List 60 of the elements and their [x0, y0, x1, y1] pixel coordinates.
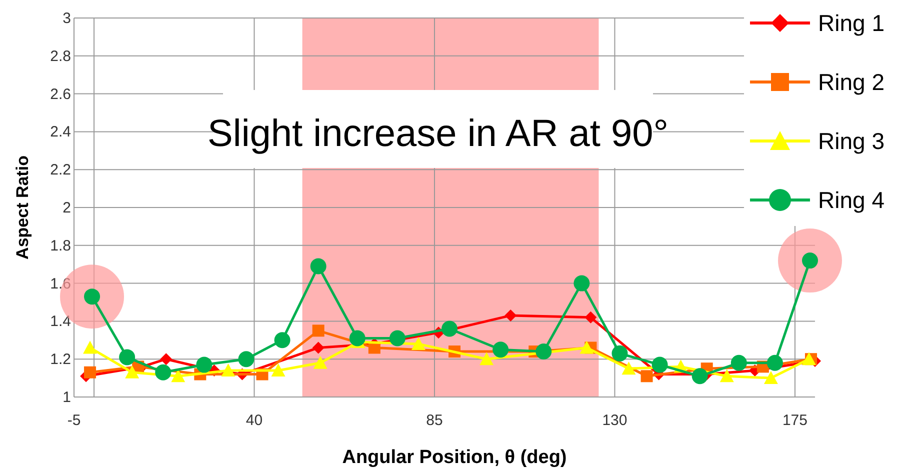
y-tick-label: 2.4 [50, 124, 71, 141]
y-tick-label: 2.6 [50, 86, 71, 103]
legend-label: Ring 1 [818, 10, 884, 36]
x-tick-label: 175 [782, 412, 808, 429]
y-tick-label: 2.8 [50, 48, 71, 65]
y-tick-label: 2 [62, 200, 71, 216]
y-tick-label: 1 [62, 389, 71, 406]
x-tick-label: 85 [426, 412, 443, 429]
point [574, 275, 590, 292]
point [196, 356, 212, 373]
point [389, 330, 406, 346]
legend-label: Ring 2 [818, 69, 884, 95]
y-tick-label: 3 [62, 10, 71, 27]
point [584, 311, 597, 324]
point [160, 353, 172, 366]
point [692, 368, 708, 384]
point [442, 320, 458, 337]
point [84, 366, 96, 378]
point [612, 345, 628, 362]
point [411, 336, 426, 350]
point [310, 258, 326, 274]
x-tick-label: -5 [67, 412, 81, 429]
point [119, 349, 136, 366]
point [274, 332, 290, 348]
point [720, 369, 734, 382]
y-axis-title: Aspect Ratio [13, 156, 32, 260]
y-tick-label: 1.2 [50, 351, 71, 368]
y-tick-label: 1.8 [50, 237, 71, 254]
point [238, 351, 254, 368]
point [125, 365, 140, 378]
point [312, 324, 324, 337]
point [580, 340, 594, 354]
point [766, 354, 783, 371]
x-axis-title: Angular Position, θ (deg) [342, 447, 567, 468]
point [349, 330, 366, 346]
point [83, 340, 98, 354]
point [652, 356, 668, 373]
point [221, 363, 236, 376]
point [171, 369, 186, 382]
point [312, 342, 324, 354]
y-tick-label: 1.4 [50, 313, 71, 330]
point [155, 364, 172, 380]
legend-label: Ring 3 [818, 128, 884, 154]
x-tick-label: 130 [602, 412, 628, 429]
point [622, 362, 636, 375]
point [492, 342, 509, 358]
point [802, 352, 816, 366]
x-tick-label: 40 [246, 412, 263, 429]
point [764, 371, 778, 384]
point [480, 352, 494, 366]
point [536, 344, 552, 360]
point [313, 356, 328, 369]
point [730, 354, 747, 371]
point [640, 370, 653, 382]
annotation: Slight increase in AR at 90° [208, 113, 668, 155]
legend-label: Ring 4 [818, 187, 885, 213]
y-tick-label: 1.6 [50, 275, 71, 292]
y-tick-label: 2.2 [50, 162, 71, 179]
point [271, 363, 286, 376]
point [504, 310, 517, 322]
